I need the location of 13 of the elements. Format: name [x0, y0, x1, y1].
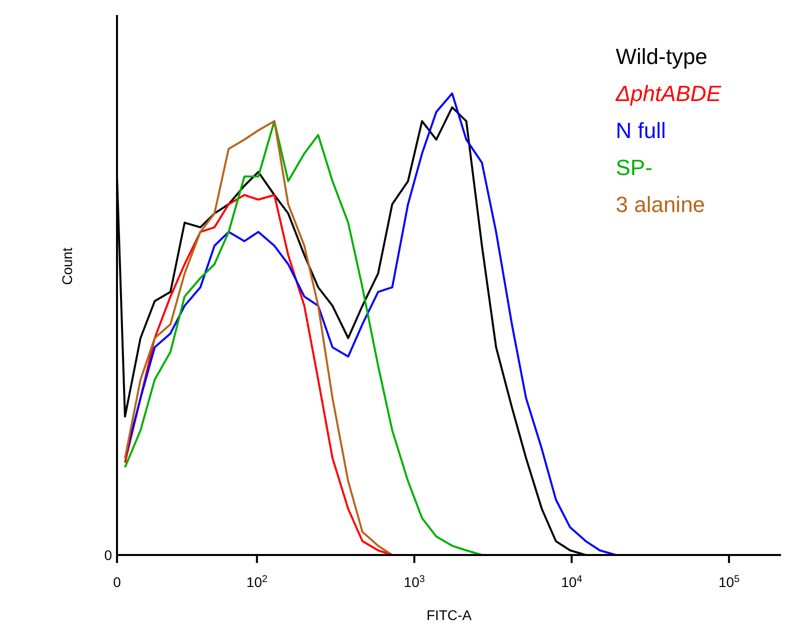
text: Wild-type [616, 43, 708, 71]
text: 3 alanine [616, 191, 706, 219]
x-tick-label: 10$^{3}$ [404, 574, 426, 590]
text: 0 [104, 546, 112, 563]
x-tick-label: 10$^{4}$ [561, 574, 583, 590]
text: ΔphtABDE [616, 80, 721, 108]
y-axis-title: Count [58, 248, 75, 285]
text: SP- [616, 154, 654, 182]
x-tick-label: 10$^{5}$ [718, 574, 740, 590]
x-tick-label: 0 [113, 574, 122, 590]
text: N full [616, 117, 667, 145]
x-axis-title: FITC-A [426, 607, 472, 623]
x-tick-label: 10$^{2}$ [246, 574, 268, 590]
